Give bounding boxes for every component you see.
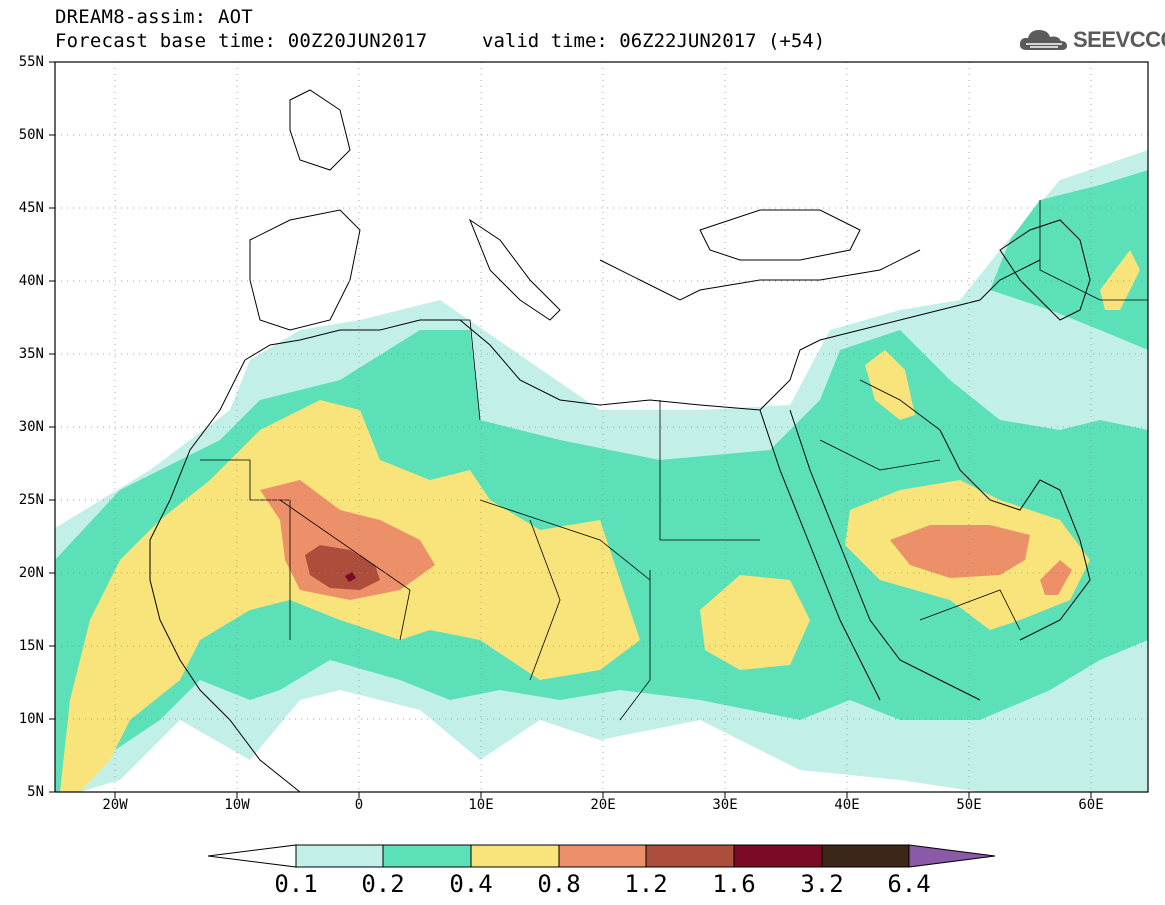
lon-label: 60E — [1078, 797, 1104, 813]
valid-time: valid time: 06Z22JUN2017 (+54) — [482, 30, 826, 52]
lat-label: 45N — [18, 200, 44, 216]
coast-redsea-west — [759, 409, 881, 701]
coast-west-africa — [149, 359, 301, 792]
coastlines — [149, 89, 1091, 792]
aot-band-0.4-iraq — [865, 350, 915, 420]
lon-label: 10E — [468, 797, 494, 813]
coast-redsea-east — [789, 409, 981, 701]
coast-greece-turkey — [599, 249, 921, 301]
aot-band-0.8-oman — [1040, 560, 1072, 595]
colorbar-label: 0.8 — [537, 870, 581, 898]
coast-gulf — [939, 429, 1091, 641]
lon-label: 10W — [224, 797, 250, 813]
colorbar-arrow-high — [908, 844, 996, 868]
aot-band-0.4-caspian — [1100, 250, 1140, 310]
forecast-base-time: Forecast base time: 00Z20JUN2017 — [55, 30, 428, 52]
lat-label: 40N — [18, 273, 44, 289]
lat-label: 25N — [18, 492, 44, 508]
colorbar-label: 3.2 — [800, 870, 844, 898]
lat-label: 55N — [18, 54, 44, 70]
colorbar-box-0.4 — [470, 844, 560, 868]
colorbar-label: 0.2 — [361, 870, 405, 898]
colorbar-box-0.2 — [382, 844, 472, 868]
lat-label: 30N — [18, 419, 44, 435]
colorbar — [207, 844, 996, 868]
lon-label: 50E — [956, 797, 982, 813]
lat-label: 10N — [18, 711, 44, 727]
colorbar-label: 1.2 — [624, 870, 668, 898]
colorbar-box-1.2 — [645, 844, 735, 868]
aot-band-0.8-arabia — [890, 525, 1030, 578]
logo-text: SEEVCCC — [1073, 27, 1165, 52]
coast-iberia — [249, 209, 361, 331]
lat-label: 20N — [18, 565, 44, 581]
lat-label: 15N — [18, 638, 44, 654]
coast-italy — [468, 218, 561, 321]
aot-band-0.8 — [260, 480, 435, 600]
lon-label: 30E — [712, 797, 738, 813]
lon-label: 40E — [834, 797, 860, 813]
borders — [200, 200, 1148, 721]
coast-caspian — [999, 219, 1091, 321]
colorbar-arrow-low — [207, 844, 297, 868]
map-title: DREAM8-assim: AOT — [55, 6, 253, 28]
coast-europe-africa — [244, 259, 1041, 411]
coast-britain — [289, 89, 351, 171]
aot-band-1.6 — [345, 572, 356, 582]
lon-label: 0 — [354, 797, 364, 813]
lon-label: 20E — [590, 797, 616, 813]
colorbar-label: 6.4 — [887, 870, 931, 898]
colorbar-label: 0.1 — [274, 870, 318, 898]
lat-label: 50N — [18, 127, 44, 143]
lat-label: 35N — [18, 346, 44, 362]
coast-blacksea — [699, 209, 861, 261]
colorbar-box-0.8 — [558, 844, 647, 868]
lat-label: 5N — [27, 784, 44, 800]
gridlines — [55, 62, 1148, 792]
colorbar-label: 0.4 — [449, 870, 493, 898]
aot-band-1.2 — [305, 545, 380, 590]
axis-ticks — [49, 61, 1092, 798]
colorbar-box-1.6 — [733, 844, 823, 868]
lon-label: 20W — [102, 797, 128, 813]
aot-field — [55, 150, 1148, 792]
colorbar-box-0.1 — [295, 844, 384, 868]
colorbar-box-3.2 — [821, 844, 910, 868]
colorbar-label: 1.6 — [712, 870, 756, 898]
cloud-icon — [1019, 30, 1067, 50]
seevccc-logo: SEEVCCC — [1017, 24, 1165, 56]
